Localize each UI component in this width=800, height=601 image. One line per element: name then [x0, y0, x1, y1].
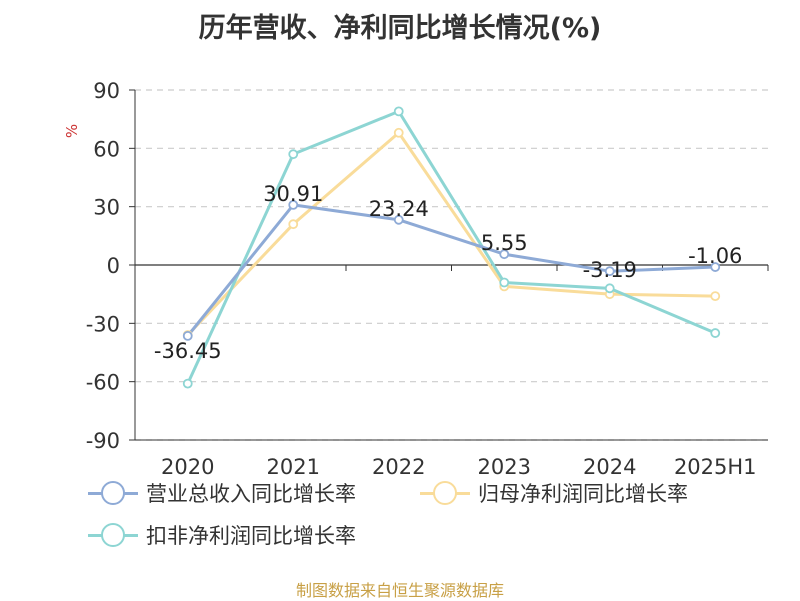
series-2-point-1 [288, 149, 299, 160]
y-tick-label-0: 90 [93, 79, 120, 103]
series-0-point-3 [499, 249, 510, 260]
series-0-point-4 [604, 266, 615, 277]
x-tick-label-2: 2022 [372, 455, 425, 479]
series-0-point-1 [288, 199, 299, 210]
data-label-4: -3.19 [583, 258, 637, 282]
series-2-point-3 [499, 277, 510, 288]
series-2-point-5 [710, 328, 721, 338]
x-tick-label-0: 2020 [161, 455, 214, 479]
legend-item-revenue[interactable]: 营业总收入同比增长率 [88, 478, 356, 508]
data-label-3: 5.55 [481, 231, 528, 255]
y-tick-label-1: 60 [93, 137, 120, 161]
legend-label-revenue: 营业总收入同比增长率 [146, 482, 356, 506]
series-2-point-0 [182, 378, 193, 389]
series-line-2 [186, 109, 716, 385]
series-0-point-0 [182, 330, 193, 341]
y-tick-label-2: 30 [93, 196, 120, 220]
legend-swatch-net-profit [420, 478, 470, 508]
series-1-point-5 [710, 291, 721, 302]
legend-item-net-profit[interactable]: 归母净利润同比增长率 [420, 478, 688, 508]
source-footer: 制图数据来自恒生聚源数据库 [295, 581, 504, 600]
legend-label-deducted-profit: 扣非净利润同比增长率 [146, 524, 356, 548]
x-tick-label-5: 2025H1 [674, 455, 757, 479]
y-tick-label-4: -30 [86, 312, 120, 336]
series-0-point-2 [393, 214, 404, 225]
y-axis-label: % [63, 124, 81, 138]
legend-item-deducted-profit[interactable]: 扣非净利润同比增长率 [88, 520, 356, 550]
series-0-point-5 [710, 262, 721, 272]
series-1-point-2 [393, 127, 404, 138]
legend-swatch-deducted-profit [88, 520, 138, 550]
data-label-5: -1.06 [688, 244, 742, 268]
x-tick-label-4: 2024 [583, 455, 636, 479]
chart-title: 历年营收、净利同比增长情况(%) [198, 13, 602, 44]
data-label-1: 30.91 [263, 182, 323, 206]
legend-swatch-revenue [88, 478, 138, 508]
x-tick-label-1: 2021 [267, 455, 320, 479]
series-line-1 [186, 131, 716, 337]
y-tick-label-3: 0 [107, 254, 120, 278]
series-1-point-1 [288, 219, 299, 230]
y-tick-label-6: -90 [86, 429, 120, 453]
legend-label-net-profit: 归母净利润同比增长率 [478, 482, 688, 506]
data-label-2: 23.24 [369, 197, 429, 221]
series-line-0 [186, 203, 716, 337]
x-tick-label-3: 2023 [478, 455, 531, 479]
series-2-point-2 [393, 106, 404, 117]
y-tick-label-5: -60 [86, 371, 120, 395]
series-2-point-4 [604, 283, 615, 294]
data-label-0: -36.45 [154, 339, 222, 363]
